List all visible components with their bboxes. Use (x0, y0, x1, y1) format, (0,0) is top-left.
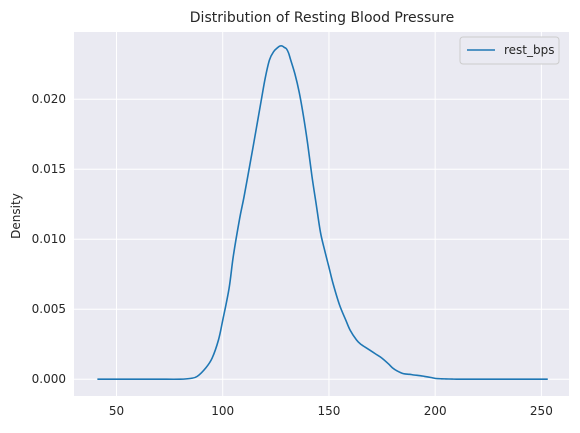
legend-label: rest_bps (504, 43, 555, 57)
series-line-rest-bps (97, 45, 548, 381)
x-tick-label: 250 (530, 404, 553, 418)
x-tick-label: 200 (424, 404, 447, 418)
y-tick-label: 0.005 (32, 302, 66, 316)
legend: rest_bps (459, 36, 560, 65)
plot-area (74, 32, 569, 396)
y-axis-label: Density (9, 193, 23, 239)
x-tick-label: 100 (211, 404, 234, 418)
x-tick-label: 50 (109, 404, 124, 418)
y-tick-label: 0.020 (32, 92, 66, 106)
y-tick-label: 0.010 (32, 232, 66, 246)
y-tick-label: 0.015 (32, 162, 66, 176)
y-tick-label: 0.000 (32, 372, 66, 386)
legend-box (459, 36, 560, 65)
x-tick-label: 150 (317, 404, 340, 418)
tick-labels: 50 100 150 200 250 0.000 0.005 0.010 0.015 0.020 (32, 92, 553, 418)
chart-title: Distribution of Resting Blood Pressure (190, 10, 454, 26)
